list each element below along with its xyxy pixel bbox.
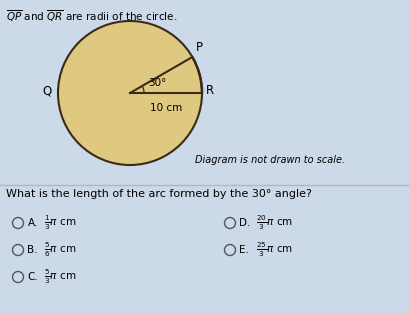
Text: Q: Q bbox=[43, 85, 52, 98]
Text: R: R bbox=[206, 85, 214, 98]
Text: $\frac{25}{3}\pi$ cm: $\frac{25}{3}\pi$ cm bbox=[256, 241, 292, 259]
Text: 30°: 30° bbox=[148, 78, 166, 88]
Text: P: P bbox=[196, 41, 203, 54]
Text: E.: E. bbox=[240, 245, 249, 255]
Text: What is the length of the arc formed by the 30° angle?: What is the length of the arc formed by … bbox=[6, 189, 312, 199]
Circle shape bbox=[58, 21, 202, 165]
Text: $\frac{1}{3}\pi$ cm: $\frac{1}{3}\pi$ cm bbox=[43, 214, 76, 232]
Text: $\frac{20}{3}\pi$ cm: $\frac{20}{3}\pi$ cm bbox=[256, 214, 292, 232]
Text: C.: C. bbox=[27, 272, 38, 282]
Text: A.: A. bbox=[27, 218, 38, 228]
Text: Diagram is not drawn to scale.: Diagram is not drawn to scale. bbox=[195, 155, 345, 165]
Text: $\frac{5}{6}\pi$ cm: $\frac{5}{6}\pi$ cm bbox=[43, 241, 76, 259]
Text: $\frac{5}{3}\pi$ cm: $\frac{5}{3}\pi$ cm bbox=[43, 268, 76, 286]
Text: D.: D. bbox=[240, 218, 251, 228]
Bar bbox=[0, 185, 409, 313]
Bar bbox=[0, 0, 409, 185]
Text: 10 cm: 10 cm bbox=[150, 103, 182, 113]
Text: $\overline{QP}$ and $\overline{QR}$ are radii of the circle.: $\overline{QP}$ and $\overline{QR}$ are … bbox=[6, 8, 178, 24]
Text: B.: B. bbox=[27, 245, 38, 255]
